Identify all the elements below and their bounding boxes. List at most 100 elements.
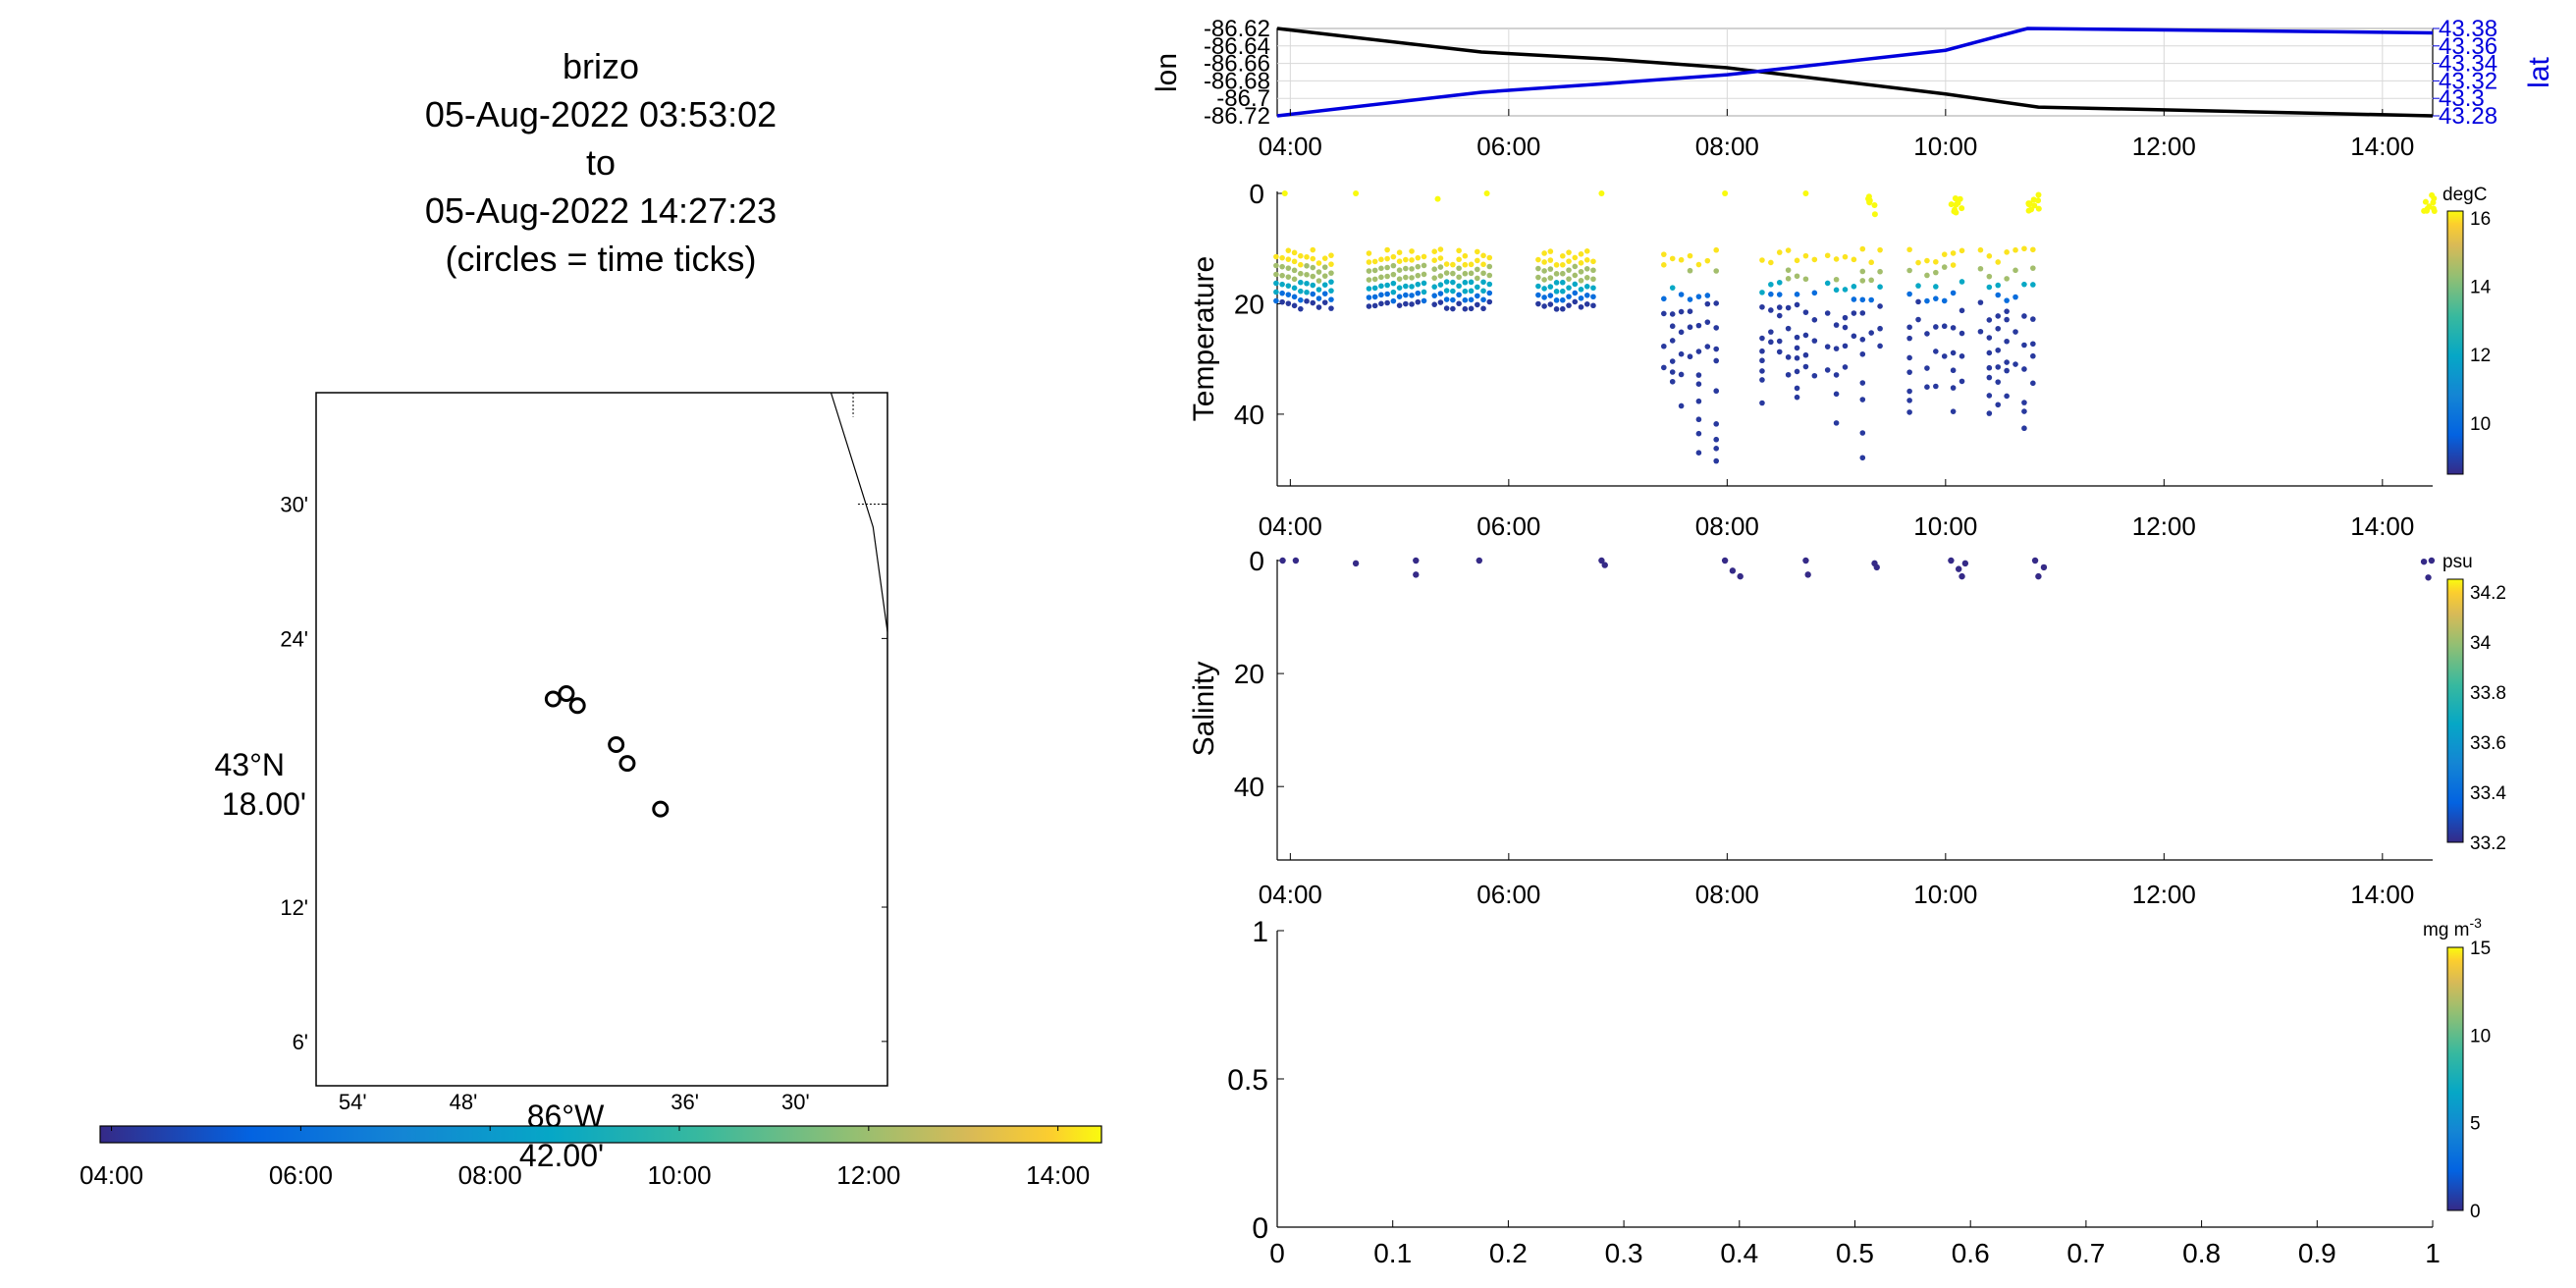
- temperature-point: [1687, 308, 1693, 314]
- salinity-colorbar-tick-label: 33.2: [2470, 833, 2506, 854]
- temperature-point: [1950, 408, 1957, 414]
- temperature-point: [1859, 455, 1866, 461]
- temperature-point: [1851, 256, 1857, 263]
- temperature-point: [1475, 248, 1480, 255]
- map-y-tick-label: 12': [280, 895, 308, 920]
- temperature-point: [1390, 253, 1397, 260]
- salinity-point: [1804, 571, 1811, 578]
- temperature-point: [1315, 269, 1322, 275]
- temperature-point: [1859, 296, 1866, 303]
- temperature-point: [1390, 271, 1397, 278]
- temperature-point: [1456, 265, 1462, 272]
- temperature-point: [1877, 268, 1883, 275]
- temperature-point: [1802, 252, 1809, 259]
- lat-tick-label: 43.32: [2439, 68, 2497, 94]
- temperature-point: [1421, 289, 1427, 295]
- temperature-point: [1906, 335, 1912, 342]
- temperature-point: [1924, 384, 1930, 390]
- temperature-point: [1328, 296, 1334, 302]
- temperature-point: [1759, 335, 1765, 342]
- temperature-point: [2004, 276, 2010, 282]
- lat-tick-label: 43.3: [2439, 85, 2485, 112]
- temperature-point: [1462, 279, 1469, 286]
- temperature-point: [1695, 450, 1702, 456]
- temperature-point: [1661, 310, 1667, 317]
- temperature-point: [1959, 353, 1965, 359]
- temperature-point: [1877, 303, 1883, 309]
- salinity-point: [1729, 567, 1737, 574]
- temperature-point: [1915, 298, 1921, 305]
- temperature-point: [1298, 270, 1304, 277]
- temperature-point: [1572, 281, 1579, 288]
- temperature-point: [1906, 324, 1912, 331]
- temperature-point: [2030, 246, 2036, 253]
- temperature-point: [1291, 294, 1298, 300]
- temperature-point: [1462, 261, 1469, 268]
- temperature-point: [1669, 369, 1676, 375]
- salinity-x-tick-label: 06:00: [1476, 880, 1540, 909]
- temperature-point: [1678, 329, 1685, 336]
- temperature-point: [1560, 288, 1566, 295]
- temperature-point: [1959, 205, 1965, 212]
- temperature-point: [1378, 265, 1384, 272]
- temperature-point: [1315, 304, 1322, 310]
- chlorophyll-x-ticks: 0 0.1 0.2 0.3 0.4 0.5 0.6 0.7 0.8 0.9 1: [1269, 1220, 2441, 1268]
- title-line-5: (circles = time ticks): [445, 239, 756, 279]
- temperature-axis-label: Temperature: [1188, 256, 1220, 421]
- temperature-point: [1396, 258, 1403, 264]
- temperature-point: [1713, 268, 1720, 274]
- temperature-point: [1396, 276, 1403, 282]
- temperature-point: [1695, 430, 1702, 437]
- temperature-x-tick-label: 10:00: [1913, 511, 1977, 541]
- temperature-point: [1437, 264, 1444, 270]
- temperature-point: [1566, 267, 1572, 273]
- temperature-point: [2012, 246, 2018, 253]
- temperature-point: [1950, 325, 1957, 331]
- temperature-point: [1833, 346, 1840, 351]
- temperature-point: [1304, 271, 1310, 278]
- temperature-point: [1802, 332, 1809, 339]
- track-point: [558, 684, 575, 702]
- temperature-point: [1310, 264, 1316, 271]
- temperature-point: [2004, 297, 2010, 303]
- temperature-point: [1560, 305, 1566, 312]
- lon-lat-left-ticks: -86.62-86.64-86.66-86.68-86.7-86.72: [1204, 16, 1270, 130]
- temperature-point: [1824, 280, 1831, 287]
- temperature-point: [1547, 284, 1554, 290]
- time-colorbar-tick-label: 04:00: [80, 1160, 143, 1190]
- temperature-point: [1291, 249, 1298, 256]
- temperature-point: [1431, 266, 1437, 272]
- temperature-point: [1859, 245, 1866, 252]
- chlorophyll-y-tick-label: 1: [1252, 916, 1268, 948]
- temperature-point: [1590, 267, 1596, 274]
- salinity-colorbar-ticks: 33.2 33.4 33.6 33.8 34 34.2: [2470, 583, 2506, 854]
- temperature-point: [1824, 252, 1831, 259]
- temperature-point: [1403, 300, 1409, 307]
- temperature-point: [1785, 354, 1792, 360]
- map-x-tick-label: 54': [339, 1090, 367, 1114]
- temperature-point: [1704, 300, 1711, 307]
- temperature-point: [1811, 338, 1818, 344]
- temperature-point: [1371, 267, 1378, 274]
- temperature-point: [1409, 275, 1415, 281]
- temperature-point: [1802, 276, 1809, 283]
- temperature-point: [1483, 190, 1490, 196]
- salinity-point: [1948, 557, 1955, 564]
- temperature-point: [1776, 304, 1783, 310]
- temperature-point: [1366, 303, 1372, 309]
- temperature-point: [1468, 279, 1475, 286]
- salinity-point: [1292, 557, 1300, 564]
- track-point: [652, 800, 670, 818]
- temperature-point: [1384, 291, 1390, 297]
- temperature-point: [1776, 292, 1783, 297]
- temperature-point: [1415, 298, 1422, 305]
- title-line-2: 05-Aug-2022 03:53:02: [425, 94, 777, 134]
- temperature-point: [1450, 270, 1456, 277]
- chlorophyll-colorbar-tick-label: 5: [2470, 1114, 2481, 1135]
- temperature-x-tick-label: 04:00: [1259, 511, 1322, 541]
- track-point: [568, 697, 586, 715]
- temperature-point: [1541, 286, 1547, 292]
- temperature-point: [1456, 292, 1462, 298]
- map-frame: [315, 392, 888, 1087]
- temperature-point: [1462, 305, 1469, 312]
